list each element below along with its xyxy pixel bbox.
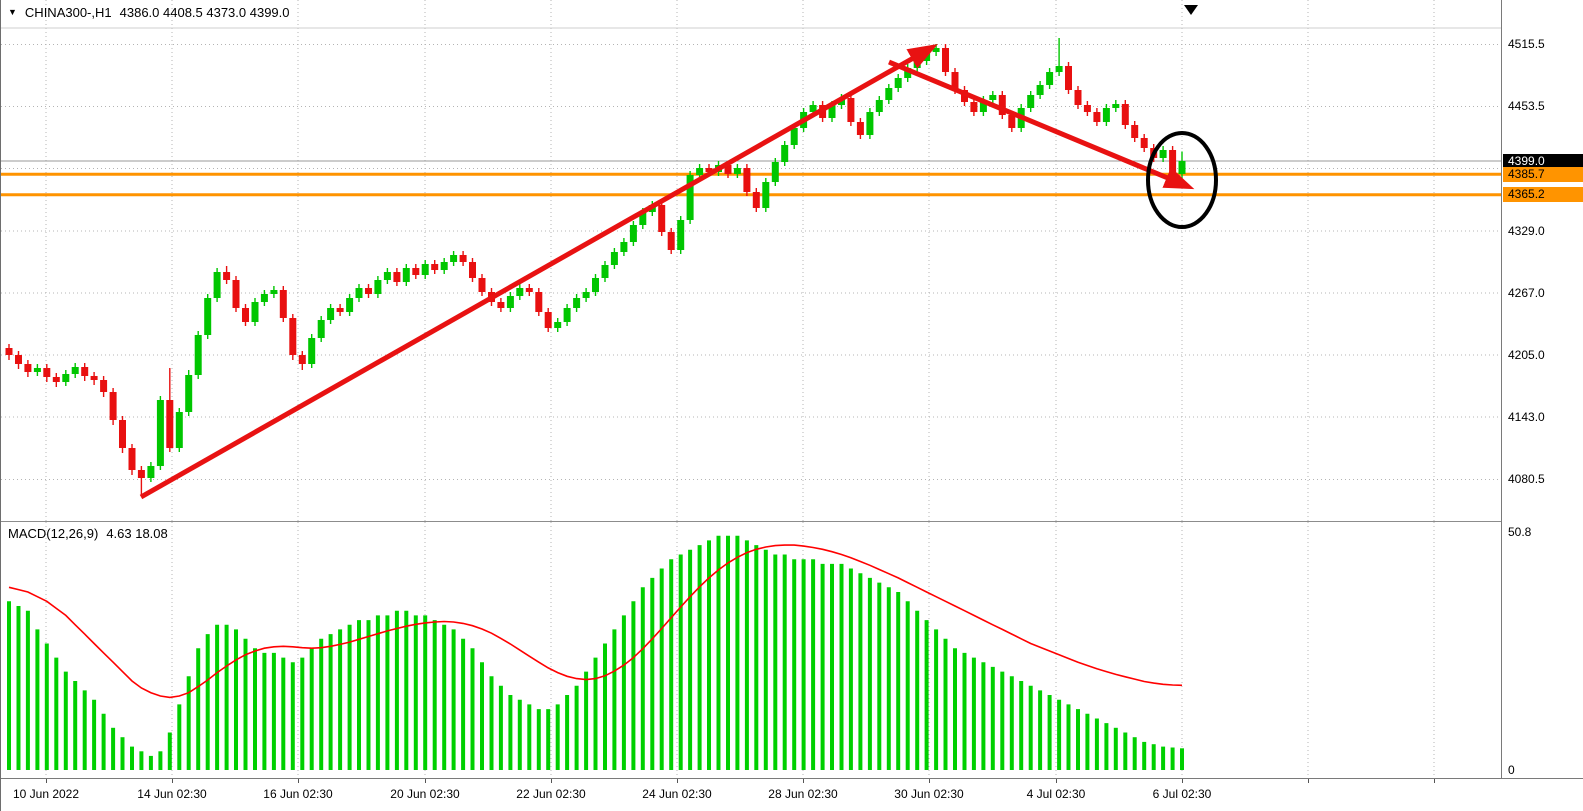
price-axis-label: 4515.5	[1508, 37, 1545, 51]
time-axis-label: 10 Jun 2022	[12, 787, 80, 801]
macd-indicator-pane[interactable]: MACD(12,26,9) 4.63 18.08	[1, 522, 1501, 778]
time-axis-label: 16 Jun 02:30	[263, 787, 333, 801]
trend-arrow-down[interactable]	[888, 59, 1195, 190]
time-axis-tick	[425, 779, 426, 783]
chart-shift-icon[interactable]	[1184, 5, 1198, 15]
price-chart-pane[interactable]: ▼ CHINA300-,H1 4386.0 4408.5 4373.0 4399…	[1, 0, 1501, 522]
time-axis-label: 14 Jun 02:30	[137, 787, 207, 801]
time-axis-tick	[298, 779, 299, 783]
time-axis-tick	[1182, 779, 1183, 783]
time-axis-label: 22 Jun 02:30	[516, 787, 586, 801]
price-axis-label: 4267.0	[1508, 286, 1545, 300]
price-axis-label: 4205.0	[1508, 348, 1545, 362]
time-axis[interactable]: 10 Jun 2022 14 Jun 02:30 16 Jun 02:30 20 Ju…	[1, 778, 1583, 811]
price-axis-label: 4453.5	[1508, 99, 1545, 113]
macd-histogram	[7, 535, 1184, 770]
chart-ohlc-values: 4386.0 4408.5 4373.0 4399.0	[119, 5, 290, 20]
highlight-ellipse[interactable]	[1146, 131, 1218, 229]
time-axis-tick	[46, 779, 47, 783]
macd-axis-label: 0	[1508, 763, 1515, 777]
pane-separator[interactable]	[1, 521, 1501, 522]
trend-arrow-up[interactable]	[139, 44, 938, 500]
macd-values: 4.63 18.08	[106, 526, 168, 541]
price-axis[interactable]: 4515.5 4453.5 4399.0 4385.7 4365.2 4329.0 4267…	[1501, 0, 1583, 811]
time-axis-label: 6 Jul 02:30	[1152, 787, 1212, 801]
price-axis-label: 4080.5	[1508, 472, 1545, 486]
time-axis-label: 28 Jun 02:30	[768, 787, 838, 801]
time-axis-label: 24 Jun 02:30	[642, 787, 712, 801]
hline-price-badge[interactable]: 4365.2	[1503, 187, 1583, 202]
bid-price-badge[interactable]: 4399.0	[1503, 154, 1583, 169]
time-axis-label: 4 Jul 02:30	[1026, 787, 1086, 801]
time-axis-tick	[1308, 779, 1309, 783]
chart-symbol-period: CHINA300-,H1	[24, 5, 112, 20]
macd-canvas	[7, 522, 1435, 778]
time-axis-tick	[1434, 779, 1435, 783]
time-axis-tick	[929, 779, 930, 783]
chart-menu-icon[interactable]: ▼	[8, 7, 17, 17]
time-axis-label: 30 Jun 02:30	[894, 787, 964, 801]
macd-name: MACD(12,26,9)	[8, 526, 99, 541]
time-axis-tick	[1056, 779, 1057, 783]
time-axis-tick	[172, 779, 173, 783]
macd-signal-line	[8, 544, 1183, 699]
time-axis-tick	[677, 779, 678, 783]
macd-indicator-label: MACD(12,26,9) 4.63 18.08	[8, 526, 168, 541]
time-axis-tick	[803, 779, 804, 783]
price-axis-label: 4329.0	[1508, 224, 1545, 238]
macd-axis-label: 50.8	[1508, 525, 1532, 539]
price-axis-label: 4143.0	[1508, 410, 1545, 424]
time-axis-tick	[551, 779, 552, 783]
price-chart-canvas	[1, 0, 1501, 522]
hline-price-badge[interactable]: 4385.7	[1503, 167, 1583, 182]
time-axis-label: 20 Jun 02:30	[390, 787, 460, 801]
chart-title: ▼ CHINA300-,H1 4386.0 4408.5 4373.0 4399…	[8, 5, 290, 20]
candlestick-series	[5, 38, 1186, 495]
